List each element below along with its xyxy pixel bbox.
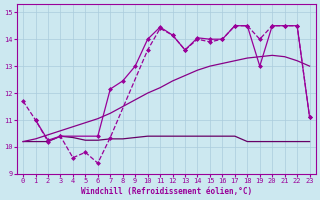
X-axis label: Windchill (Refroidissement éolien,°C): Windchill (Refroidissement éolien,°C) xyxy=(81,187,252,196)
